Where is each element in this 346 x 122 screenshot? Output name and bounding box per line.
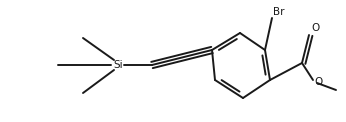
Text: Si: Si [113,60,123,70]
Text: O: O [314,77,322,87]
Text: Br: Br [273,7,284,17]
Text: O: O [311,23,319,33]
